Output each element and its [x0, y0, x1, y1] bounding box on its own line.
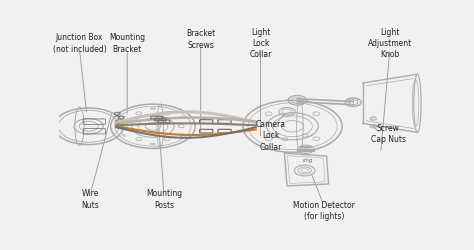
Text: Screw
Cap Nuts: Screw Cap Nuts — [371, 124, 406, 144]
Text: Bracket
Screws: Bracket Screws — [186, 30, 215, 50]
Text: Light
Lock
Collar: Light Lock Collar — [249, 28, 272, 60]
Text: ring: ring — [302, 158, 313, 163]
Text: Motion Detector
(for lights): Motion Detector (for lights) — [293, 201, 355, 221]
Text: Wire
Nuts: Wire Nuts — [82, 189, 100, 210]
Text: Camera
Lock
Collar: Camera Lock Collar — [255, 120, 285, 152]
Text: Junction Box
(not included): Junction Box (not included) — [53, 33, 106, 54]
Text: Mounting
Bracket: Mounting Bracket — [109, 33, 145, 54]
Text: Light
Adjustment
Knob: Light Adjustment Knob — [368, 28, 412, 60]
Text: Mounting
Posts: Mounting Posts — [146, 189, 182, 210]
